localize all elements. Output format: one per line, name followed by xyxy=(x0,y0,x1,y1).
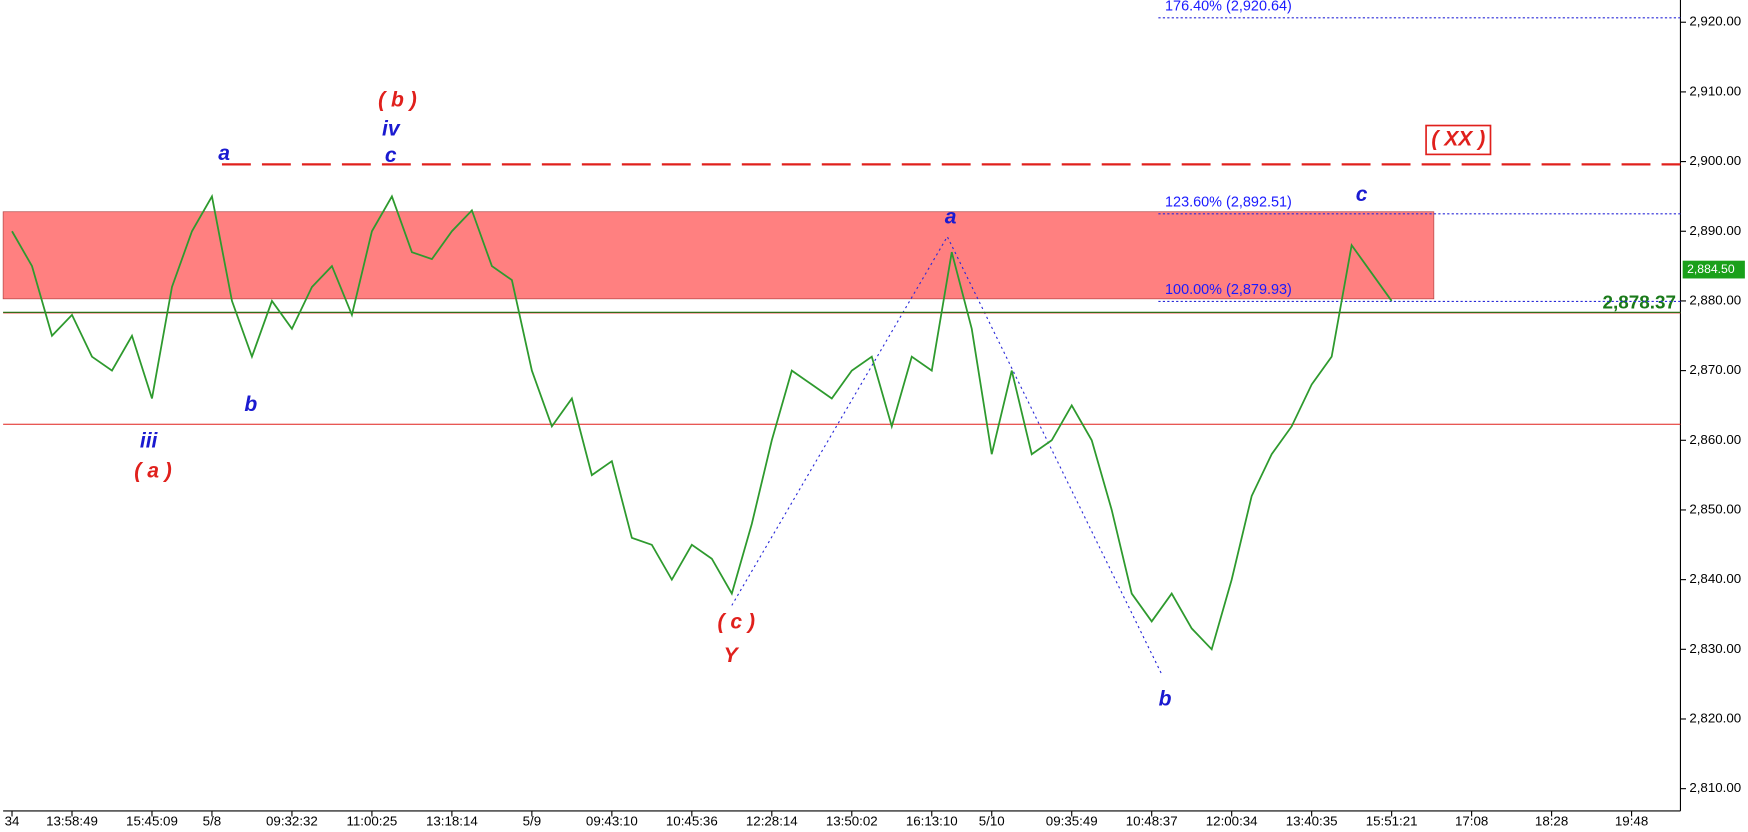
x-tick-label: 12:00:34 xyxy=(1206,814,1258,829)
x-tick-label: 12:28:14 xyxy=(746,814,798,829)
y-tick-label: 2,810.00 xyxy=(1689,780,1741,795)
y-tick-label: 2,880.00 xyxy=(1689,292,1741,307)
fib-label: 176.40% (2,920.64) xyxy=(1165,0,1292,14)
wave-projection xyxy=(731,235,1163,675)
wave-label: ( b ) xyxy=(378,89,417,112)
wave-label: ( XX ) xyxy=(1431,128,1485,151)
x-tick-label: 09:35:49 xyxy=(1046,814,1098,829)
x-tick-label: 34 xyxy=(5,814,20,829)
x-tick-label: 15:51:21 xyxy=(1366,814,1418,829)
wave-label: c xyxy=(1356,183,1368,206)
y-tick-label: 2,850.00 xyxy=(1689,501,1741,516)
x-tick-label: 18:28 xyxy=(1535,814,1568,829)
y-tick-label: 2,840.00 xyxy=(1689,571,1741,586)
x-tick-label: 11:00:25 xyxy=(346,814,397,829)
y-tick-label: 2,890.00 xyxy=(1689,223,1741,238)
y-tick-label: 2,860.00 xyxy=(1689,432,1741,447)
x-tick-label: 13:18:14 xyxy=(426,814,478,829)
resistance-zone xyxy=(2,211,1435,300)
x-tick-label: 09:32:32 xyxy=(266,814,318,829)
fib-label: 100.00% (2,879.93) xyxy=(1165,282,1292,298)
wave-label: ( c ) xyxy=(718,611,756,634)
x-tick-label: 5/9 xyxy=(523,814,542,829)
x-tick-label: 13:58:49 xyxy=(46,814,98,829)
y-tick-label: 2,920.00 xyxy=(1689,14,1741,29)
y-tick-label: 2,820.00 xyxy=(1689,711,1741,726)
x-tick-label: 5/10 xyxy=(979,814,1005,829)
wave-label: iv xyxy=(382,118,401,141)
price-line xyxy=(11,193,1393,652)
wave-label: a xyxy=(945,205,957,228)
last-price-box xyxy=(1682,260,1745,279)
last-price-label: 2,884.50 xyxy=(1687,262,1735,276)
y-tick-label: 2,910.00 xyxy=(1689,83,1741,98)
x-tick-label: 09:43:10 xyxy=(586,814,638,829)
wave-label: b xyxy=(1159,687,1172,710)
y-tick-label: 2,900.00 xyxy=(1689,153,1741,168)
wave-label: b xyxy=(244,393,257,416)
x-tick-label: 17:08 xyxy=(1455,814,1488,829)
wave-label: iii xyxy=(140,430,159,453)
x-tick-label: 15:45:09 xyxy=(126,814,178,829)
wave-label: Y xyxy=(724,644,740,667)
wave-label: ( a ) xyxy=(134,460,172,483)
y-tick-label: 2,830.00 xyxy=(1689,641,1741,656)
x-tick-label: 13:50:02 xyxy=(826,814,878,829)
x-tick-label: 5/8 xyxy=(203,814,222,829)
x-tick-label: 19:48 xyxy=(1615,814,1648,829)
level-label: 2,878.37 xyxy=(1603,292,1676,313)
wave-label: c xyxy=(385,144,397,167)
wave-label: a xyxy=(218,142,230,165)
x-tick-label: 13:40:35 xyxy=(1286,814,1338,829)
y-tick-label: 2,870.00 xyxy=(1689,362,1741,377)
x-tick-label: 10:48:37 xyxy=(1126,814,1178,829)
label-box xyxy=(1425,124,1492,156)
x-tick-label: 16:13:10 xyxy=(906,814,958,829)
x-tick-label: 10:45:36 xyxy=(666,814,718,829)
fib-label: 123.60% (2,892.51) xyxy=(1165,194,1292,210)
